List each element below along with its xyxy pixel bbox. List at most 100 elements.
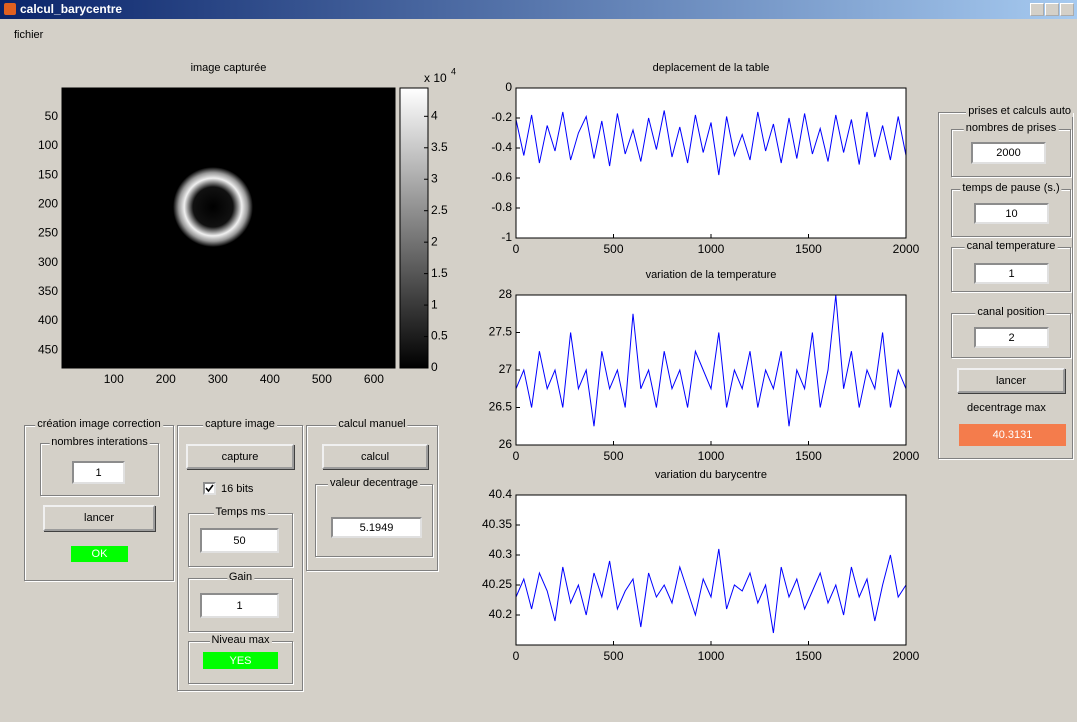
x-tick-label: 2000 — [893, 242, 920, 256]
panel-title: capture image — [203, 418, 277, 430]
x-tick-label: 1500 — [795, 449, 822, 463]
frame: temps de pause (s.) 10 — [951, 189, 1071, 237]
chart-title: deplacement de la table — [653, 62, 770, 74]
text-field[interactable]: 2000 — [971, 142, 1046, 164]
y-tick-label: -0.8 — [491, 200, 512, 214]
x-tick-label: 2000 — [893, 649, 920, 663]
panel-title: prises et calculs auto — [966, 105, 1073, 117]
panel: capture image capture 16 bits Temps ms 5… — [177, 425, 303, 691]
x-tick-label: 1000 — [698, 242, 725, 256]
text-field[interactable]: 5.1949 — [331, 517, 422, 538]
y-tick-label: 40.4 — [489, 487, 513, 501]
frame-title: temps de pause (s.) — [960, 182, 1061, 194]
x-tick-label: 200 — [156, 372, 176, 386]
app-window: calcul_barycentre fichier x 10 4 image c… — [0, 0, 1077, 722]
button[interactable]: capture — [186, 444, 294, 469]
colorbar-exponent-base: x 10 — [424, 71, 447, 85]
frame-title: valeur decentrage — [328, 477, 420, 489]
x-tick-label: 400 — [260, 372, 280, 386]
y-tick-label: 400 — [38, 313, 58, 327]
x-tick-label: 300 — [208, 372, 228, 386]
colorbar-tick-label: 3.5 — [431, 140, 448, 154]
colorbar-tick-label: 1.5 — [431, 266, 448, 280]
x-tick-label: 1500 — [795, 242, 822, 256]
x-tick-label: 600 — [364, 372, 384, 386]
ring-image — [173, 167, 253, 247]
frame-title: nombres interations — [49, 436, 150, 448]
y-tick-label: 26 — [499, 437, 513, 451]
x-tick-label: 1500 — [795, 649, 822, 663]
y-tick-label: -0.2 — [491, 110, 512, 124]
y-tick-label: 27.5 — [489, 325, 513, 339]
panel: création image correction nombres intera… — [24, 425, 174, 581]
x-tick-label: 0 — [513, 242, 520, 256]
y-tick-label: 350 — [38, 284, 58, 298]
x-tick-label: 500 — [603, 449, 623, 463]
checkbox[interactable] — [203, 482, 216, 495]
frame-title: Gain — [227, 571, 254, 583]
frame: Temps ms 50 — [188, 513, 293, 567]
frame: Gain 1 — [188, 578, 293, 632]
plot-area — [516, 495, 906, 645]
colorbar-tick-label: 2 — [431, 234, 438, 248]
colorbar-tick-label: 0 — [431, 360, 438, 374]
text-field[interactable]: 1 — [974, 263, 1049, 284]
y-tick-label: -0.4 — [491, 140, 512, 154]
colorbar-tick-label: 0.5 — [431, 329, 448, 343]
y-tick-label: 50 — [45, 109, 59, 123]
status-indicator: OK — [71, 546, 128, 562]
frame: canal temperature 1 — [951, 247, 1071, 292]
chart-title: variation du barycentre — [655, 469, 767, 481]
frame: valeur decentrage 5.1949 — [315, 484, 433, 557]
button[interactable]: lancer — [43, 505, 155, 531]
x-tick-label: 0 — [513, 449, 520, 463]
checkbox-label: 16 bits — [221, 483, 253, 495]
colorbar-exponent: 4 — [451, 66, 456, 76]
x-tick-label: 500 — [603, 242, 623, 256]
x-tick-label: 100 — [104, 372, 124, 386]
y-tick-label: 27 — [499, 362, 513, 376]
y-tick-label: 100 — [38, 138, 58, 152]
panel-title: création image correction — [35, 418, 163, 430]
y-tick-label: -1 — [501, 230, 512, 244]
text-field[interactable]: 1 — [200, 593, 279, 618]
text-field[interactable]: 1 — [72, 461, 125, 484]
frame-title: Temps ms — [213, 506, 267, 518]
frame: nombres de prises 2000 — [951, 129, 1071, 177]
status-indicator: YES — [203, 652, 278, 669]
y-tick-label: 150 — [38, 167, 58, 181]
x-tick-label: 1000 — [698, 449, 725, 463]
y-tick-label: 300 — [38, 255, 58, 269]
text-field[interactable]: 50 — [200, 528, 279, 553]
frame: Niveau max YES — [188, 641, 293, 684]
frame: nombres interations 1 — [40, 443, 159, 496]
button[interactable]: lancer — [957, 368, 1065, 393]
y-tick-label: 450 — [38, 342, 58, 356]
y-tick-label: 250 — [38, 226, 58, 240]
text-field[interactable]: 10 — [974, 203, 1049, 224]
colorbar — [400, 88, 428, 368]
plot-area — [516, 88, 906, 238]
panel-title: calcul manuel — [336, 418, 407, 430]
text-field[interactable]: 2 — [974, 327, 1049, 348]
x-tick-label: 500 — [312, 372, 332, 386]
y-tick-label: 40.3 — [489, 547, 513, 561]
x-tick-label: 500 — [603, 649, 623, 663]
colorbar-tick-label: 1 — [431, 297, 438, 311]
y-tick-label: -0.6 — [491, 170, 512, 184]
frame-title: Niveau max — [209, 634, 271, 646]
y-tick-label: 40.25 — [482, 577, 512, 591]
colorbar-tick-label: 4 — [431, 108, 438, 122]
colorbar-tick-label: 2.5 — [431, 203, 448, 217]
button[interactable]: calcul — [322, 444, 428, 469]
panel: prises et calculs auto nombres de prises… — [938, 112, 1073, 459]
y-tick-label: 40.35 — [482, 517, 512, 531]
x-tick-label: 0 — [513, 649, 520, 663]
y-tick-label: 28 — [499, 287, 513, 301]
frame-title: nombres de prises — [964, 122, 1059, 134]
y-tick-label: 26.5 — [489, 400, 513, 414]
panel: calcul manuel calcul valeur decentrage 5… — [306, 425, 438, 571]
chart-title: image capturée — [191, 62, 267, 74]
frame-title: canal position — [975, 306, 1046, 318]
frame: canal position 2 — [951, 313, 1071, 358]
